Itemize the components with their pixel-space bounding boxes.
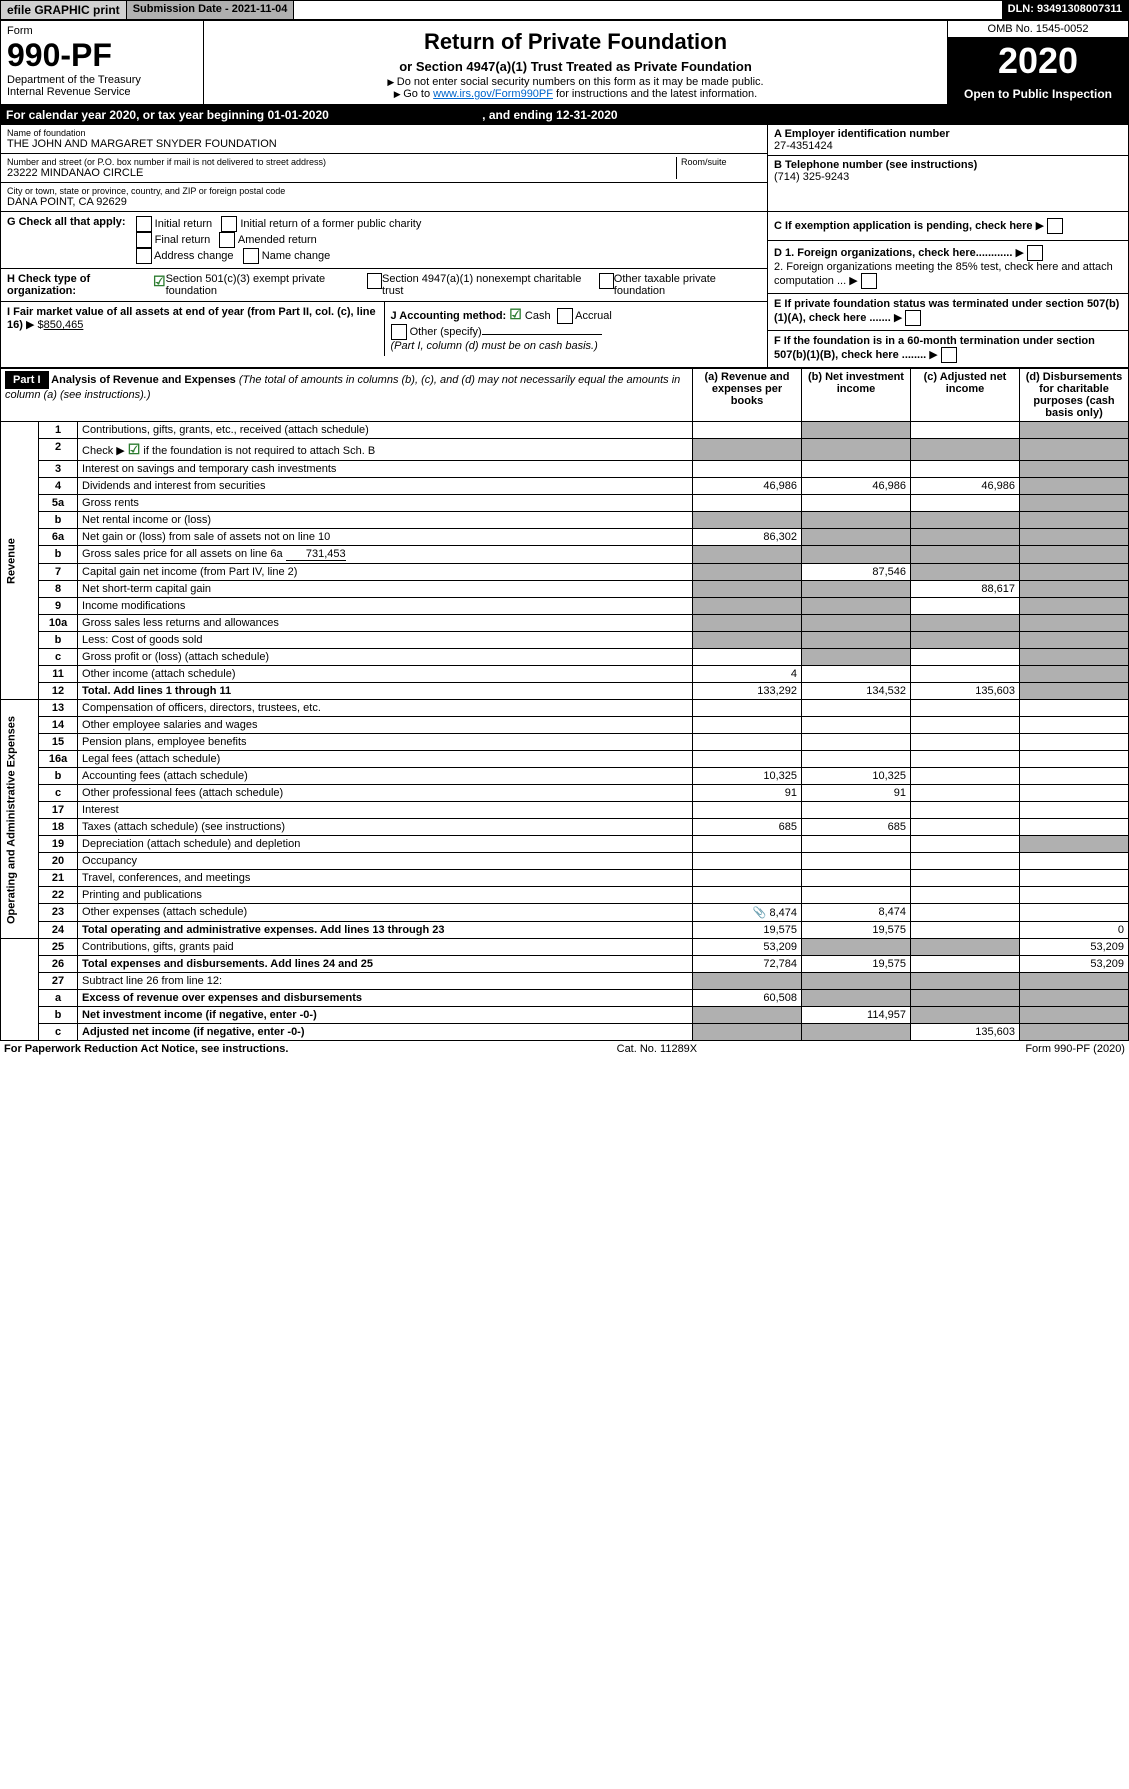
cb-initial[interactable] xyxy=(136,216,152,232)
col-b-header: (b) Net investment income xyxy=(802,369,911,422)
col-c-header: (c) Adjusted net income xyxy=(911,369,1020,422)
part1-table: Part I Analysis of Revenue and Expenses … xyxy=(0,368,1129,1041)
c-label: C If exemption application is pending, c… xyxy=(774,220,1033,232)
expense-section-label: Operating and Administrative Expenses xyxy=(1,700,39,939)
cb-4947[interactable] xyxy=(367,273,382,289)
d1-label: D 1. Foreign organizations, check here..… xyxy=(774,247,1012,259)
h-label: H Check type of organization: xyxy=(7,273,153,297)
efile-label: efile GRAPHIC print xyxy=(1,1,127,19)
note-ssn: Do not enter social security numbers on … xyxy=(214,76,937,88)
cb-f[interactable] xyxy=(941,347,957,363)
dept-label: Department of the Treasury xyxy=(7,74,197,86)
addr-label: Number and street (or P.O. box number if… xyxy=(7,157,676,167)
page-footer: For Paperwork Reduction Act Notice, see … xyxy=(0,1041,1129,1057)
cb-cash-checked[interactable]: ☑ xyxy=(509,306,522,322)
f-label: F If the foundation is in a 60-month ter… xyxy=(774,335,1095,361)
street-address: 23222 MINDANAO CIRCLE xyxy=(7,167,676,179)
omb-number: OMB No. 1545-0052 xyxy=(948,21,1128,38)
footer-right: Form 990-PF (2020) xyxy=(1025,1043,1125,1055)
tel-label: B Telephone number (see instructions) xyxy=(774,159,1122,171)
cb-name[interactable] xyxy=(243,248,259,264)
cb-501c3-checked[interactable]: ☑ xyxy=(153,273,166,290)
cb-amended[interactable] xyxy=(219,232,235,248)
form-number: 990-PF xyxy=(7,37,197,74)
j-label: J Accounting method: xyxy=(391,310,507,322)
ein-value: 27-4351424 xyxy=(774,140,1122,152)
footer-left: For Paperwork Reduction Act Notice, see … xyxy=(4,1043,288,1055)
room-label: Room/suite xyxy=(681,157,761,167)
dln: DLN: 93491308007311 xyxy=(1002,1,1128,19)
j-note: (Part I, column (d) must be on cash basi… xyxy=(391,340,598,352)
cb-initial-former[interactable] xyxy=(221,216,237,232)
irs-label: Internal Revenue Service xyxy=(7,86,197,98)
part1-header: Part I xyxy=(5,371,49,389)
d2-label: 2. Foreign organizations meeting the 85%… xyxy=(774,261,1113,287)
form-label: Form xyxy=(7,25,197,37)
attachment-icon[interactable]: 📎 xyxy=(753,907,767,919)
revenue-section-label: Revenue xyxy=(1,422,39,700)
cb-address[interactable] xyxy=(136,248,152,264)
col-a-header: (a) Revenue and expenses per books xyxy=(693,369,802,422)
cb-d2[interactable] xyxy=(861,273,877,289)
ein-label: A Employer identification number xyxy=(774,128,1122,140)
g-label: G Check all that apply: xyxy=(7,216,126,228)
cb-final[interactable] xyxy=(136,232,152,248)
irs-link[interactable]: www.irs.gov/Form990PF xyxy=(433,88,553,100)
tel-value: (714) 325-9243 xyxy=(774,171,1122,183)
name-label: Name of foundation xyxy=(7,128,761,138)
cb-other-method[interactable] xyxy=(391,324,407,340)
section-c-g-h: G Check all that apply: Initial return I… xyxy=(0,212,1129,368)
cb-c[interactable] xyxy=(1047,218,1063,234)
open-inspection: Open to Public Inspection xyxy=(948,84,1128,104)
calendar-year-row: For calendar year 2020, or tax year begi… xyxy=(0,105,1129,125)
footer-cat: Cat. No. 11289X xyxy=(617,1043,698,1055)
form-header: Form 990-PF Department of the Treasury I… xyxy=(0,20,1129,105)
cb-accrual[interactable] xyxy=(557,308,573,324)
tax-year: 2020 xyxy=(948,38,1128,84)
city-label: City or town, state or province, country… xyxy=(7,186,761,196)
cb-other-tax[interactable] xyxy=(599,273,614,289)
col-d-header: (d) Disbursements for charitable purpose… xyxy=(1020,369,1129,422)
form-title: Return of Private Foundation xyxy=(214,29,937,55)
cb-e[interactable] xyxy=(905,310,921,326)
submission-date: Submission Date - 2021-11-04 xyxy=(127,1,295,19)
foundation-name: THE JOHN AND MARGARET SNYDER FOUNDATION xyxy=(7,138,761,150)
e-label: E If private foundation status was termi… xyxy=(774,298,1119,324)
note-link: Go to www.irs.gov/Form990PF for instruct… xyxy=(214,88,937,100)
form-subtitle: or Section 4947(a)(1) Trust Treated as P… xyxy=(214,59,937,74)
fmv-value: 850,465 xyxy=(44,319,84,331)
top-bar: efile GRAPHIC print Submission Date - 20… xyxy=(0,0,1129,20)
cb-schb-checked[interactable]: ☑ xyxy=(128,441,141,457)
identity-block: Name of foundation THE JOHN AND MARGARET… xyxy=(0,125,1129,212)
cb-d1[interactable] xyxy=(1027,245,1043,261)
city-state-zip: DANA POINT, CA 92629 xyxy=(7,196,761,208)
